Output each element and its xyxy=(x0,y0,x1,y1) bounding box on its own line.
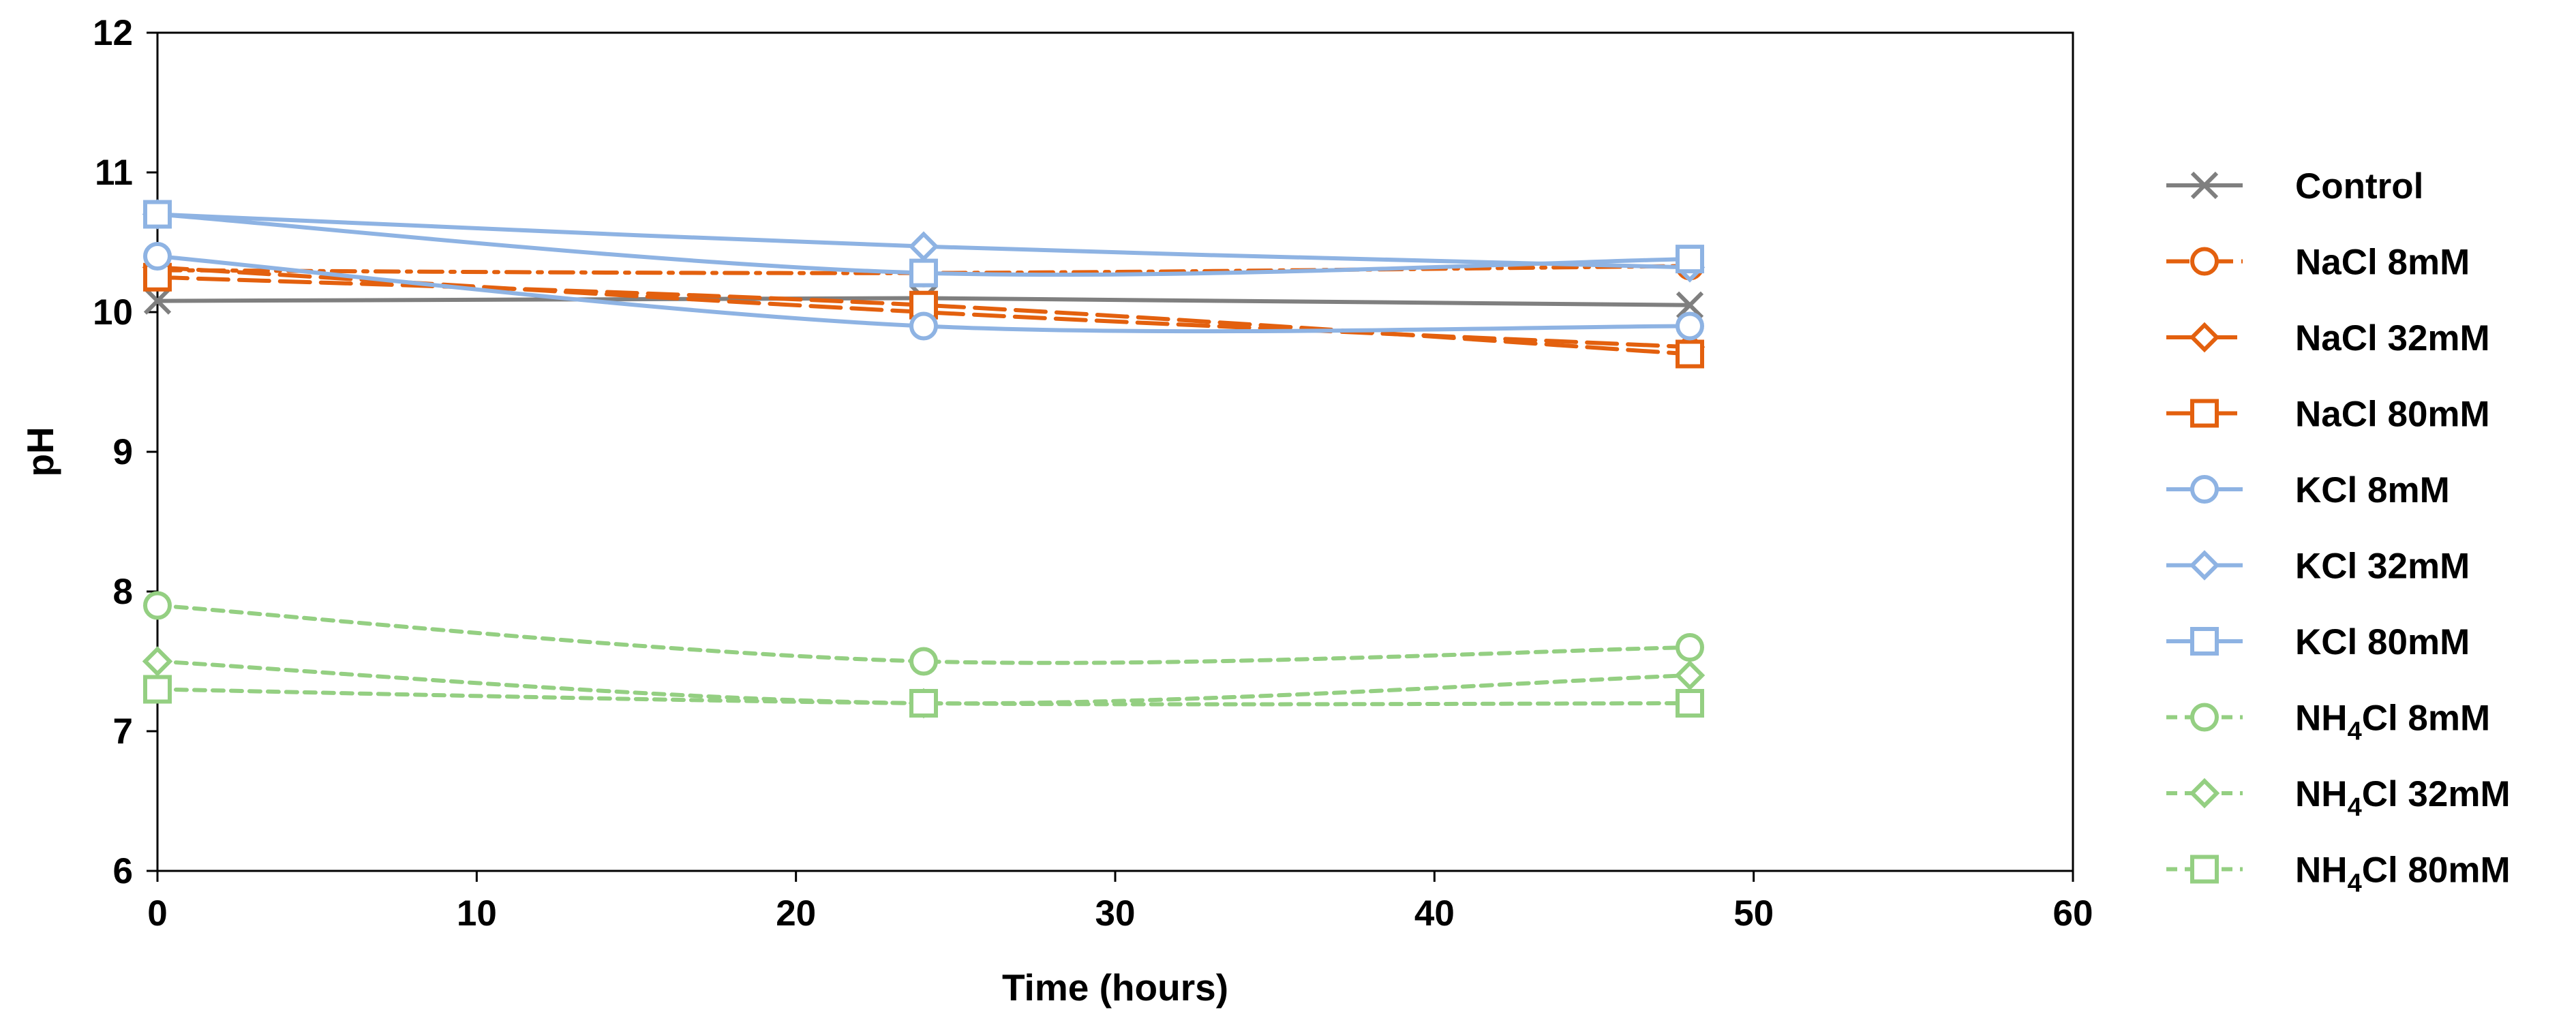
x-tick-label: 50 xyxy=(1733,893,1774,934)
legend-label: NH4Cl 8mM xyxy=(2295,698,2490,746)
legend-label-main: NaCl 80mM xyxy=(2295,395,2490,435)
x-tick-label: 20 xyxy=(776,893,816,934)
y-axis: 6 7 8 9 10 11 12 xyxy=(93,13,157,891)
legend-label-suffix: Cl 8mM xyxy=(2362,698,2490,739)
legend-marker xyxy=(2190,475,2219,504)
data-point-control xyxy=(1676,291,1704,319)
data-point-nh4cl-80mm xyxy=(143,675,172,704)
data-point-nh4cl-80mm xyxy=(1676,689,1704,718)
x-axis: 0 10 20 30 40 50 60 xyxy=(147,871,2093,934)
legend-label-main: NH xyxy=(2295,698,2348,739)
series-nh4cl-80mm xyxy=(143,675,1704,718)
x-tick-label: 10 xyxy=(457,893,497,934)
legend-label-subscript: 4 xyxy=(2348,718,2362,746)
legend-label: NaCl 80mM xyxy=(2295,395,2490,435)
data-point-kcl-8mm xyxy=(143,242,172,271)
y-tick-label: 11 xyxy=(95,153,133,193)
x-axis-title: Time (hours) xyxy=(1002,966,1228,1009)
data-point-nh4cl-8mm xyxy=(143,591,172,620)
legend-item-nacl-32mm: NaCl 32mM xyxy=(2166,318,2490,358)
y-axis-title: pH xyxy=(19,427,61,476)
y-tick-label: 6 xyxy=(113,851,133,891)
legend-marker xyxy=(2189,550,2220,581)
legend-label: NaCl 32mM xyxy=(2295,318,2490,358)
legend-label-main: NaCl 32mM xyxy=(2295,318,2490,358)
legend-marker xyxy=(2190,247,2219,276)
y-tick-label: 7 xyxy=(113,711,133,752)
legend-label: NaCl 8mM xyxy=(2295,243,2470,283)
legend-item-control: Control xyxy=(2166,166,2423,206)
series-kcl-8mm xyxy=(143,242,1704,341)
data-point-kcl-80mm xyxy=(1676,245,1704,274)
legend-label-subscript: 4 xyxy=(2348,793,2362,822)
legend-marker xyxy=(2189,322,2220,353)
legend-label-main: NaCl 8mM xyxy=(2295,243,2470,283)
legend-item-nh4cl-32mm: NH4Cl 32mM xyxy=(2166,774,2511,822)
x-tick-label: 0 xyxy=(147,893,167,934)
legend-label: KCl 32mM xyxy=(2295,547,2470,587)
legend-marker xyxy=(2190,399,2219,428)
data-point-nh4cl-32mm xyxy=(1674,660,1706,691)
legend-marker xyxy=(2190,171,2219,200)
legend-item-nacl-80mm: NaCl 80mM xyxy=(2166,395,2490,435)
data-point-control xyxy=(143,287,172,315)
legend-label-main: KCl 8mM xyxy=(2295,470,2450,510)
legend-label-suffix: Cl 80mM xyxy=(2362,850,2511,891)
legend-item-nh4cl-80mm: NH4Cl 80mM xyxy=(2166,850,2511,898)
x-tick-label: 40 xyxy=(1414,893,1455,934)
data-point-kcl-8mm xyxy=(1676,311,1704,341)
data-point-kcl-80mm xyxy=(143,200,172,229)
legend-label-main: NH xyxy=(2295,774,2348,814)
data-point-kcl-80mm xyxy=(909,258,938,288)
y-tick-label: 12 xyxy=(93,13,133,53)
legend-label: Control xyxy=(2295,166,2423,206)
x-tick-label: 30 xyxy=(1095,893,1136,934)
legend-marker xyxy=(2190,703,2219,732)
legend-item-nacl-8mm: NaCl 8mM xyxy=(2166,243,2470,283)
y-tick-label: 9 xyxy=(113,432,133,472)
legend-label-subscript: 4 xyxy=(2348,870,2362,898)
legend-item-kcl-32mm: KCl 32mM xyxy=(2166,547,2470,587)
legend-marker xyxy=(2190,627,2219,656)
data-point-nh4cl-8mm xyxy=(909,647,938,676)
legend: Control NaCl 8mM NaCl 32mM NaCl 80mM KCl 8mM… xyxy=(2166,166,2511,898)
series-line-nh4cl-8mm xyxy=(155,603,1692,665)
legend-label: KCl 80mM xyxy=(2295,622,2470,662)
legend-item-kcl-8mm: KCl 8mM xyxy=(2166,470,2450,510)
legend-item-nh4cl-8mm: NH4Cl 8mM xyxy=(2166,698,2490,746)
data-point-nh4cl-8mm xyxy=(1676,633,1704,662)
legend-marker xyxy=(2189,778,2220,809)
legend-label: NH4Cl 80mM xyxy=(2295,850,2511,898)
series-kcl-80mm xyxy=(143,200,1704,288)
legend-label-main: KCl 80mM xyxy=(2295,622,2470,662)
y-tick-label: 10 xyxy=(93,292,133,333)
y-tick-label: 8 xyxy=(113,572,133,612)
x-tick-label: 60 xyxy=(2053,893,2093,934)
legend-label-main: Control xyxy=(2295,166,2423,206)
data-point-nh4cl-32mm xyxy=(142,646,173,677)
legend-marker xyxy=(2190,855,2219,884)
series-layer xyxy=(142,199,1706,719)
legend-label-suffix: Cl 32mM xyxy=(2362,774,2511,814)
data-point-kcl-8mm xyxy=(909,311,938,341)
legend-label-main: KCl 32mM xyxy=(2295,547,2470,587)
legend-label-main: NH xyxy=(2295,850,2348,891)
data-point-nh4cl-80mm xyxy=(909,689,938,718)
legend-label: NH4Cl 32mM xyxy=(2295,774,2511,822)
data-point-nacl-80mm xyxy=(1676,339,1704,369)
legend-item-kcl-80mm: KCl 80mM xyxy=(2166,622,2470,662)
series-nh4cl-8mm xyxy=(143,591,1704,676)
legend-label: KCl 8mM xyxy=(2295,470,2450,510)
